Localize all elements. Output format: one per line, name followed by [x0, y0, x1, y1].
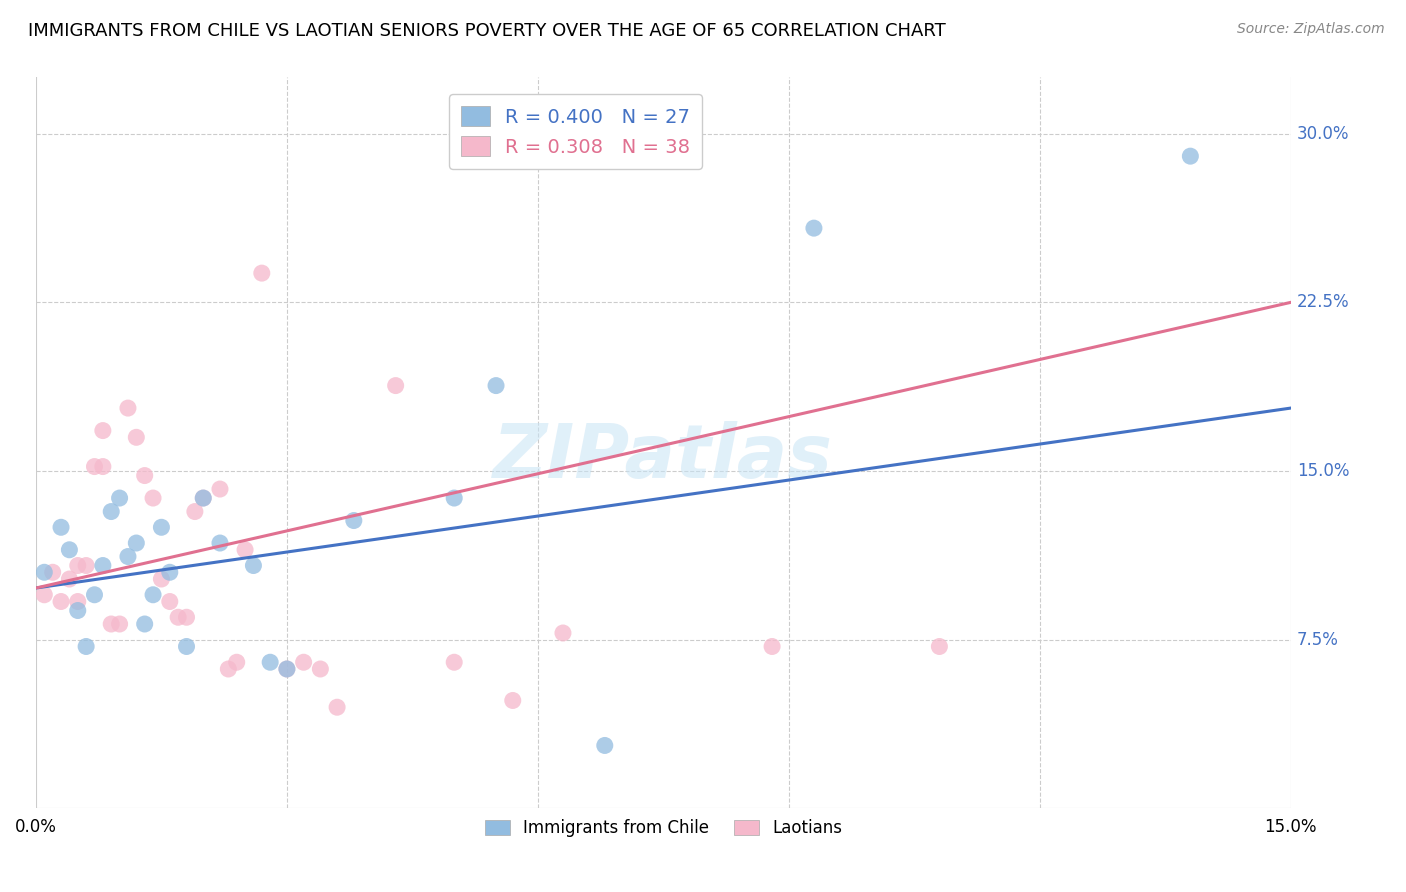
- Point: [276, 662, 298, 676]
- Point: [134, 617, 156, 632]
- Point: [1180, 149, 1202, 163]
- Point: [125, 536, 148, 550]
- Point: [326, 700, 349, 714]
- Point: [83, 588, 105, 602]
- Point: [761, 640, 783, 654]
- Point: [75, 558, 97, 573]
- Point: [167, 610, 190, 624]
- Point: [384, 378, 406, 392]
- Point: [208, 536, 231, 550]
- Point: [125, 430, 148, 444]
- Point: [150, 572, 173, 586]
- Point: [502, 693, 524, 707]
- Text: IMMIGRANTS FROM CHILE VS LAOTIAN SENIORS POVERTY OVER THE AGE OF 65 CORRELATION : IMMIGRANTS FROM CHILE VS LAOTIAN SENIORS…: [28, 22, 946, 40]
- Point: [66, 558, 89, 573]
- Point: [159, 566, 181, 580]
- Point: [803, 221, 825, 235]
- Point: [193, 491, 215, 505]
- Point: [58, 572, 80, 586]
- Point: [343, 514, 366, 528]
- Point: [176, 640, 198, 654]
- Point: [485, 378, 508, 392]
- Point: [108, 491, 131, 505]
- Point: [225, 655, 247, 669]
- Point: [75, 640, 97, 654]
- Point: [551, 626, 574, 640]
- Point: [443, 491, 465, 505]
- Point: [91, 558, 114, 573]
- Point: [117, 401, 139, 415]
- Text: Source: ZipAtlas.com: Source: ZipAtlas.com: [1237, 22, 1385, 37]
- Point: [208, 482, 231, 496]
- Point: [576, 131, 599, 145]
- Point: [142, 491, 165, 505]
- Point: [117, 549, 139, 564]
- Point: [100, 617, 122, 632]
- Point: [66, 603, 89, 617]
- Point: [34, 588, 56, 602]
- Point: [58, 542, 80, 557]
- Point: [66, 594, 89, 608]
- Point: [176, 610, 198, 624]
- Point: [34, 566, 56, 580]
- Point: [134, 468, 156, 483]
- Point: [41, 566, 63, 580]
- Legend: Immigrants from Chile, Laotians: Immigrants from Chile, Laotians: [478, 813, 849, 844]
- Point: [83, 459, 105, 474]
- Point: [233, 542, 256, 557]
- Text: 15.0%: 15.0%: [1296, 462, 1350, 480]
- Point: [309, 662, 332, 676]
- Point: [91, 459, 114, 474]
- Point: [108, 617, 131, 632]
- Point: [184, 504, 207, 518]
- Point: [276, 662, 298, 676]
- Point: [49, 594, 72, 608]
- Point: [292, 655, 315, 669]
- Point: [91, 424, 114, 438]
- Point: [928, 640, 950, 654]
- Point: [217, 662, 239, 676]
- Text: 7.5%: 7.5%: [1296, 631, 1339, 648]
- Text: 30.0%: 30.0%: [1296, 125, 1350, 143]
- Point: [49, 520, 72, 534]
- Point: [242, 558, 264, 573]
- Point: [193, 491, 215, 505]
- Text: 22.5%: 22.5%: [1296, 293, 1350, 311]
- Point: [593, 739, 616, 753]
- Point: [100, 504, 122, 518]
- Point: [159, 594, 181, 608]
- Point: [443, 655, 465, 669]
- Point: [250, 266, 273, 280]
- Point: [150, 520, 173, 534]
- Point: [142, 588, 165, 602]
- Point: [259, 655, 281, 669]
- Text: ZIPatlas: ZIPatlas: [494, 421, 834, 494]
